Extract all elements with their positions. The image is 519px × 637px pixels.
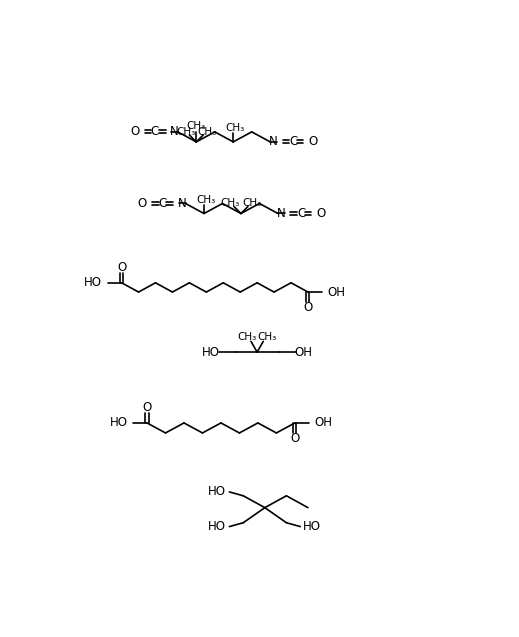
- Text: OH: OH: [314, 417, 332, 429]
- Text: N: N: [170, 125, 179, 138]
- Text: CH₃: CH₃: [176, 127, 195, 137]
- Text: CH₃: CH₃: [238, 332, 257, 341]
- Text: CH₃: CH₃: [225, 123, 244, 133]
- Text: CH₃: CH₃: [187, 122, 206, 131]
- Text: HO: HO: [110, 417, 128, 429]
- Text: CH₃: CH₃: [257, 332, 277, 341]
- Text: CH₃: CH₃: [242, 199, 262, 208]
- Text: O: O: [309, 136, 318, 148]
- Text: C: C: [158, 197, 167, 210]
- Text: HO: HO: [208, 520, 226, 533]
- Text: CH₃: CH₃: [196, 195, 215, 204]
- Text: O: O: [142, 401, 152, 414]
- Text: HO: HO: [202, 346, 220, 359]
- Text: O: O: [303, 301, 312, 314]
- Text: HO: HO: [303, 520, 321, 533]
- Text: OH: OH: [327, 285, 345, 299]
- Text: C: C: [297, 207, 305, 220]
- Text: HO: HO: [85, 276, 102, 289]
- Text: CH₃: CH₃: [197, 127, 217, 137]
- Text: C: C: [289, 136, 297, 148]
- Text: C: C: [151, 125, 159, 138]
- Text: O: O: [317, 207, 326, 220]
- Text: N: N: [269, 136, 278, 148]
- Text: O: O: [138, 197, 147, 210]
- Text: O: O: [290, 432, 299, 445]
- Text: O: O: [117, 261, 126, 274]
- Text: N: N: [178, 197, 186, 210]
- Text: CH₃: CH₃: [221, 199, 240, 208]
- Text: O: O: [130, 125, 139, 138]
- Text: OH: OH: [294, 346, 312, 359]
- Text: N: N: [277, 207, 285, 220]
- Text: HO: HO: [208, 485, 226, 498]
